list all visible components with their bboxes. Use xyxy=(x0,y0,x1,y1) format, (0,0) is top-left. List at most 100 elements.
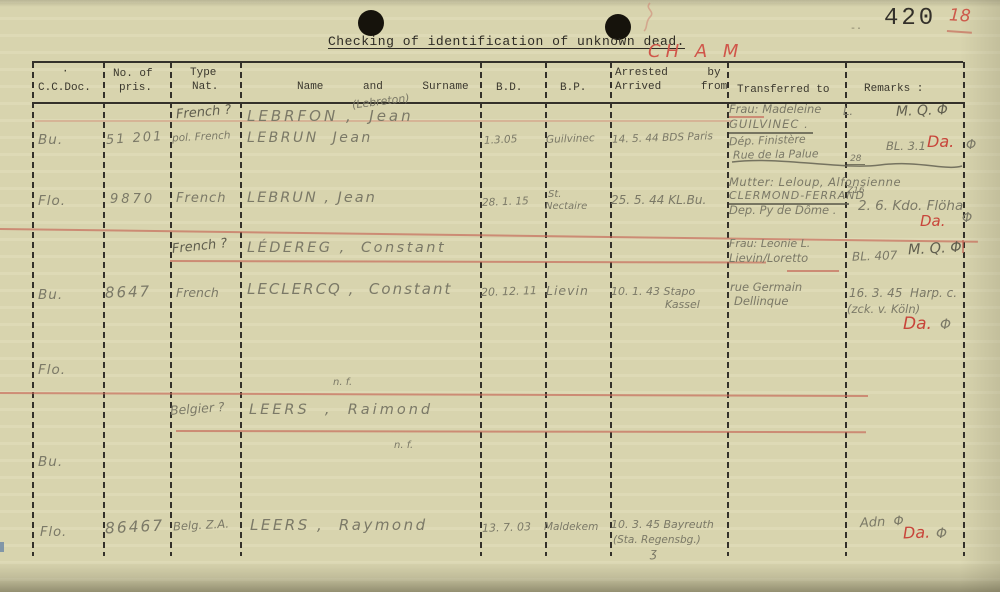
cell-no-pris: 9870 xyxy=(110,192,156,207)
header-ccdoc: C.C.Doc. xyxy=(38,82,91,94)
red-underline-lievin xyxy=(787,270,839,272)
cell-type-nat: Belgier ? xyxy=(169,399,226,418)
cell-ccdoc: Flo. xyxy=(40,525,68,540)
cell-arrested: 25. 5. 44 KL.Bu. xyxy=(611,193,707,207)
cell-note: n. f. xyxy=(333,377,353,388)
cell-type-nat: French ? xyxy=(171,236,229,257)
cell-remarks: 16. 3. 45 Harp. c. xyxy=(849,286,958,300)
cell-no-pris: 51 201 xyxy=(105,129,164,148)
cell-transferred: Dep. Py de Dôme . xyxy=(729,203,837,217)
column-divider xyxy=(103,62,105,556)
cell-remarks-red: Da. xyxy=(920,212,946,230)
red-stamp-cham: CH A M xyxy=(648,41,744,62)
cell-no-pris: 86467 xyxy=(104,516,165,538)
cell-ccdoc: Flo. xyxy=(38,362,67,378)
cell-transferred: Dellinque xyxy=(734,294,789,308)
cell-name: LEBRUN , Jean xyxy=(247,190,377,206)
table-top-border xyxy=(32,61,963,63)
red-tick xyxy=(962,240,964,253)
cell-arrested: Kassel xyxy=(665,298,700,311)
cell-bd: 28. 1. 15 xyxy=(481,195,529,209)
cell-no-pris: 8647 xyxy=(104,282,152,302)
header-type: Type xyxy=(190,67,217,79)
cell-name: LEBRUN Jean xyxy=(247,130,373,146)
pencil-underline-clermond xyxy=(729,203,849,205)
cell-remarks: Adn Φ xyxy=(859,513,905,532)
header-nat: Nat. xyxy=(192,81,219,93)
cell-arrested: (Sta. Regensbg.) xyxy=(613,534,701,546)
blue-edge-mark xyxy=(0,542,4,552)
cell-remarks-phi: Φ xyxy=(966,138,977,153)
column-divider xyxy=(480,62,482,556)
red-rule xyxy=(169,260,766,264)
pencil-underline-curve xyxy=(731,159,963,169)
cell-ccdoc: Bu. xyxy=(38,287,64,303)
cell-bd: 13. 7. 03 xyxy=(481,520,532,535)
remark-fraction: 28 Z16 xyxy=(847,133,865,217)
header-bp: B.P. xyxy=(560,82,587,94)
pencil-underline-guilvinec xyxy=(729,132,813,134)
cell-type-nat: pol. French xyxy=(171,129,231,145)
cell-transferred: CLERMOND-FERRAND xyxy=(729,189,866,202)
cell-transferred: Frau: Leonie L. xyxy=(729,237,811,250)
cell-transferred: rue Germain xyxy=(730,280,803,294)
page-number-underline xyxy=(946,30,972,34)
table-right-border xyxy=(963,62,965,556)
cell-bd: 1.3.05 xyxy=(483,133,518,147)
remark-fraction-top: 28 xyxy=(847,154,865,166)
cell-transferred: Lievin/Loretto xyxy=(729,251,809,265)
cell-remarks: (zck. v. Köln) xyxy=(847,302,921,316)
cell-note: n. f. xyxy=(394,440,414,451)
column-divider xyxy=(545,62,547,556)
header-arrested-by: Arrested by xyxy=(615,67,721,79)
pencil-mark: ʒ xyxy=(650,546,657,560)
cell-ccdoc: Bu. xyxy=(38,454,64,470)
cell-ccdoc: Bu. xyxy=(38,132,64,148)
hole-punch-right xyxy=(605,14,631,40)
cell-transferred: L. xyxy=(843,104,854,118)
column-divider xyxy=(727,62,729,556)
red-rule xyxy=(0,392,868,397)
cell-arrested: 10. 1. 43 Stapo xyxy=(611,285,696,298)
cell-transferred: Frau: Madeleine xyxy=(729,102,822,116)
cell-transferred: GUILVINEC . xyxy=(729,117,809,131)
cell-remarks: M. Q. Φ xyxy=(907,239,963,259)
header-pris: pris. xyxy=(119,82,153,94)
header-bd: B.D. xyxy=(496,82,523,94)
cell-remarks: M. Q. Φ xyxy=(895,102,949,120)
cell-type-nat: Belg. Z.A. xyxy=(172,516,230,534)
cell-arrested: 10. 3. 45 Bayreuth xyxy=(611,518,714,531)
red-rule xyxy=(35,120,733,122)
hole-punch-left xyxy=(358,10,384,36)
cell-bp: St. xyxy=(548,189,562,200)
red-underline-frau xyxy=(729,116,764,118)
page-number-handwritten: 18 xyxy=(948,5,972,27)
red-rule xyxy=(175,430,866,433)
table-header-border xyxy=(32,102,963,104)
cell-bd: 20. 12. 11 xyxy=(480,284,538,299)
header-name-surname: Name and Surname xyxy=(297,81,469,93)
header-no-of: No. of xyxy=(113,68,153,80)
cell-type-nat: French xyxy=(176,285,219,300)
red-rule xyxy=(0,228,978,243)
cell-remarks-red: Da. xyxy=(903,314,932,334)
header-transferred-to: Transferred to xyxy=(737,84,830,96)
cell-ccdoc: Flo. xyxy=(38,193,67,209)
cell-arrested: 14. 5. 44 BDS Paris xyxy=(611,130,714,146)
cell-remarks: BL. 407 xyxy=(851,248,898,264)
cell-remarks-phi: Φ xyxy=(940,317,952,333)
cell-transferred: Rue de la Palue xyxy=(732,147,819,162)
cell-remarks-phi: Φ xyxy=(936,526,948,542)
cell-remarks-red: Da. xyxy=(927,132,955,151)
column-divider xyxy=(170,62,172,556)
cell-bp: Guilvinec xyxy=(545,132,595,146)
remark-fraction-bottom: Z16 xyxy=(847,185,865,196)
cell-transferred: Mutter: Leloup, Alfonsienne xyxy=(729,175,902,189)
cell-name: LECLERCQ , Constant xyxy=(247,280,453,298)
header-remarks: Remarks : xyxy=(864,83,924,95)
cell-bp: Maldekem xyxy=(544,521,599,533)
cell-remarks-phi: Φ xyxy=(962,211,973,226)
column-divider xyxy=(610,62,612,556)
cell-bp: Nectaire xyxy=(545,201,588,212)
